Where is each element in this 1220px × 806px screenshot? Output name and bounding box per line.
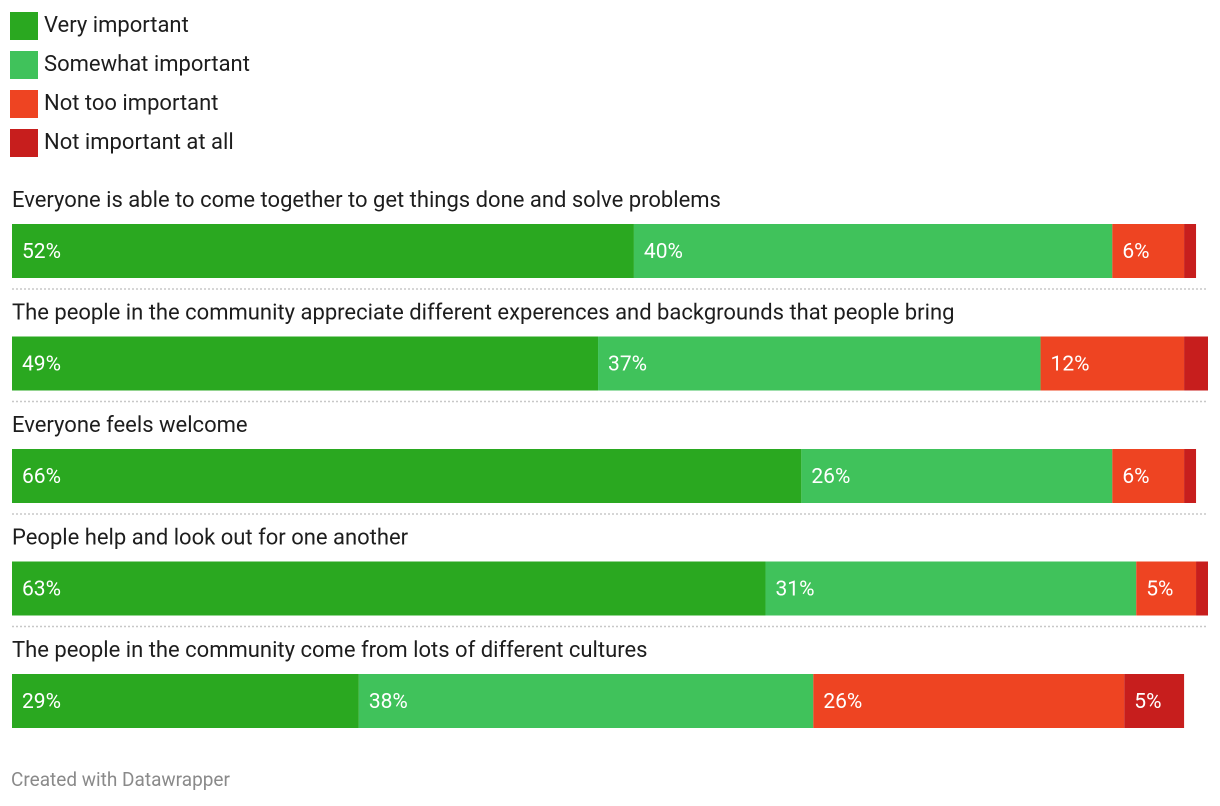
footer-credit: Created with Datawrapper	[11, 768, 230, 791]
bar-segment-somewhat-important	[598, 336, 1041, 391]
chart-row: People help and look out for one another…	[12, 526, 1208, 628]
legend-label: Somewhat important	[44, 52, 250, 77]
bar-segment-not-important-at-all	[1184, 336, 1208, 391]
data-label: 66%	[22, 465, 61, 489]
bar-segment-not-important-at-all	[1124, 674, 1185, 728]
chart-row: The people in the community come from lo…	[12, 638, 1185, 728]
legend-swatch-very-important	[10, 11, 38, 40]
bar-segment-not-too-important	[813, 674, 1125, 728]
data-label: 26%	[811, 465, 850, 489]
legend: Very important Somewhat important Not to…	[10, 11, 250, 168]
bar-segment-not-important-at-all	[1184, 224, 1197, 278]
data-label: 6%	[1122, 240, 1149, 264]
bar-segment-somewhat-important	[358, 674, 814, 728]
stacked-bar-chart: Everyone is able to come together to get…	[12, 188, 1208, 728]
legend-swatch-not-important-at-all	[10, 128, 38, 157]
data-label: 12%	[1051, 353, 1090, 377]
bar-segment-not-too-important	[1040, 336, 1185, 391]
row-label: The people in the community appreciate d…	[12, 301, 954, 326]
chart-row: Everyone feels welcome 66% 26% 6%	[12, 413, 1208, 515]
data-label: 37%	[608, 353, 647, 377]
legend-item-very-important: Very important	[10, 11, 250, 40]
bar-segment-somewhat-important	[765, 561, 1137, 616]
legend-label: Very important	[44, 13, 189, 38]
data-label: 49%	[22, 353, 61, 377]
data-label: 6%	[1122, 465, 1149, 489]
bar-segment-very-important	[12, 674, 359, 728]
bar-segment-not-too-important	[1112, 224, 1185, 278]
legend-item-not-too-important: Not too important	[10, 89, 250, 118]
bar-segment-somewhat-important	[633, 224, 1113, 278]
bar-segment-very-important	[12, 224, 634, 278]
legend-swatch-somewhat-important	[10, 50, 38, 79]
row-label: Everyone is able to come together to get…	[12, 188, 721, 213]
bar-segment-not-important-at-all	[1196, 561, 1208, 616]
data-label: 29%	[22, 690, 61, 714]
row-label: Everyone feels welcome	[12, 413, 248, 438]
chart-row: The people in the community appreciate d…	[12, 301, 1208, 403]
bar-segment-very-important	[12, 561, 766, 616]
chart-row: Everyone is able to come together to get…	[12, 188, 1208, 290]
legend-item-not-important-at-all: Not important at all	[10, 128, 250, 157]
data-label: 5%	[1134, 690, 1161, 714]
data-label: 5%	[1146, 578, 1173, 602]
data-label: 38%	[369, 690, 408, 714]
bar-segment-not-important-at-all	[1184, 449, 1197, 503]
data-label: 40%	[644, 240, 683, 264]
legend-swatch-not-too-important	[10, 89, 38, 118]
legend-label: Not too important	[44, 91, 219, 116]
data-label: 63%	[22, 578, 61, 602]
legend-label: Not important at all	[44, 130, 234, 155]
data-label: 26%	[823, 690, 862, 714]
legend-item-somewhat-important: Somewhat important	[10, 50, 250, 79]
bar-segment-very-important	[12, 449, 802, 503]
data-label: 52%	[22, 240, 61, 264]
bar-segment-not-too-important	[1136, 561, 1197, 616]
bar-segment-not-too-important	[1112, 449, 1185, 503]
data-label: 31%	[775, 578, 814, 602]
row-label: People help and look out for one another	[12, 526, 409, 551]
row-label: The people in the community come from lo…	[12, 638, 648, 663]
bar-segment-somewhat-important	[801, 449, 1113, 503]
bar-segment-very-important	[12, 336, 599, 391]
